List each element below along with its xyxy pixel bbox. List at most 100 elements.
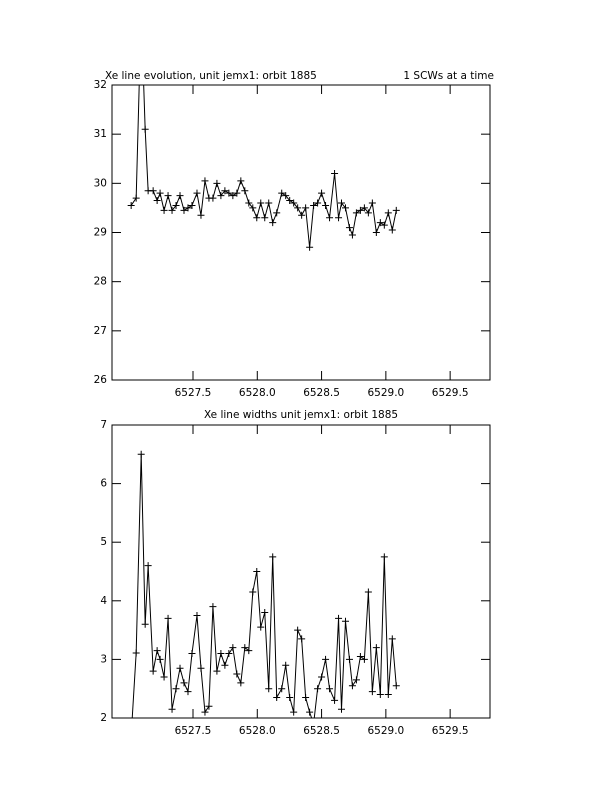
data-point	[273, 209, 281, 217]
chart-title: Xe line evolution, unit jemx1: orbit 188…	[105, 70, 317, 82]
data-point	[229, 192, 237, 200]
plot-area	[127, 85, 400, 251]
data-point	[156, 655, 164, 663]
data-point	[188, 201, 196, 209]
data-point	[269, 219, 277, 227]
data-point	[322, 655, 330, 663]
data-point	[341, 617, 349, 625]
data-point	[290, 199, 298, 207]
data-point	[352, 676, 360, 684]
x-tick-label: 6528.0	[239, 387, 276, 399]
data-point	[164, 192, 172, 200]
data-point	[345, 224, 353, 232]
data-point	[233, 189, 241, 197]
data-point	[176, 192, 184, 200]
data-point	[348, 682, 356, 690]
data-point	[237, 679, 245, 687]
data-point	[335, 214, 343, 222]
data-point	[253, 568, 261, 575]
plot-frame	[111, 84, 491, 381]
x-tick-label: 6529.0	[367, 725, 404, 737]
data-point	[364, 209, 372, 217]
data-point	[257, 623, 265, 631]
data-point	[245, 647, 253, 655]
data-point	[184, 204, 192, 212]
data-point	[172, 685, 180, 693]
data-point	[184, 688, 192, 696]
data-point	[306, 708, 314, 716]
data-point	[326, 214, 334, 222]
data-point	[128, 732, 135, 739]
data-point	[368, 688, 376, 696]
data-point	[213, 667, 221, 675]
data-point	[156, 189, 164, 197]
data-point	[352, 209, 360, 217]
data-point	[392, 682, 400, 690]
data-point	[197, 211, 205, 219]
data-point	[322, 201, 330, 209]
data-point	[282, 192, 290, 200]
data-point	[269, 553, 277, 561]
data-point	[318, 673, 326, 681]
data-point	[278, 189, 286, 197]
data-point	[201, 177, 209, 185]
data-point	[180, 206, 188, 214]
x-tick-label: 6528.0	[239, 725, 276, 737]
data-point	[282, 661, 290, 669]
chart-subtitle: 1 SCWs at a time	[403, 70, 494, 82]
data-point	[217, 192, 225, 200]
data-point	[338, 199, 345, 207]
data-point	[233, 670, 241, 678]
data-point	[290, 708, 298, 716]
data-point	[364, 588, 372, 596]
x-tick-label: 6528.5	[303, 387, 340, 399]
x-tick-label: 6529.5	[432, 387, 469, 399]
data-point	[209, 603, 217, 611]
data-point	[388, 226, 396, 234]
data-point	[253, 214, 261, 222]
data-point	[335, 614, 343, 622]
data-point	[265, 685, 273, 693]
data-point	[249, 204, 257, 212]
data-point	[286, 693, 294, 701]
y-tick-label: 30	[94, 177, 107, 189]
x-tick-label: 6527.5	[175, 725, 212, 737]
x-tick-label: 6529.5	[432, 725, 469, 737]
y-tick-label: 7	[100, 419, 107, 431]
plot-area	[128, 450, 400, 739]
data-point	[360, 655, 368, 663]
data-point	[294, 204, 302, 212]
y-tick-label: 3	[100, 653, 107, 665]
data-point	[294, 626, 302, 634]
data-point	[368, 199, 376, 207]
y-tick-label: 2	[100, 712, 107, 724]
data-point	[132, 194, 140, 202]
y-tick-label: 32	[94, 79, 107, 91]
x-tick-label: 6527.5	[175, 387, 212, 399]
data-point	[314, 685, 322, 693]
data-point	[298, 211, 306, 219]
y-tick-label: 6	[100, 478, 107, 490]
data-point	[356, 206, 364, 214]
data-point	[302, 204, 310, 212]
data-point	[384, 691, 392, 699]
y-tick-label: 28	[94, 276, 107, 288]
data-point	[137, 450, 145, 458]
data-point	[160, 673, 168, 681]
data-point	[318, 189, 326, 197]
data-point	[360, 204, 368, 212]
data-point	[348, 231, 356, 239]
data-point	[249, 588, 257, 596]
data-point	[314, 199, 322, 207]
data-point	[160, 206, 168, 214]
data-point	[341, 204, 349, 212]
y-tick-label: 29	[94, 227, 107, 239]
y-tick-label: 31	[94, 128, 107, 140]
data-point	[245, 199, 253, 207]
data-point	[286, 197, 294, 205]
plot-frame	[111, 424, 491, 719]
data-point	[376, 691, 384, 699]
data-point	[265, 199, 273, 207]
